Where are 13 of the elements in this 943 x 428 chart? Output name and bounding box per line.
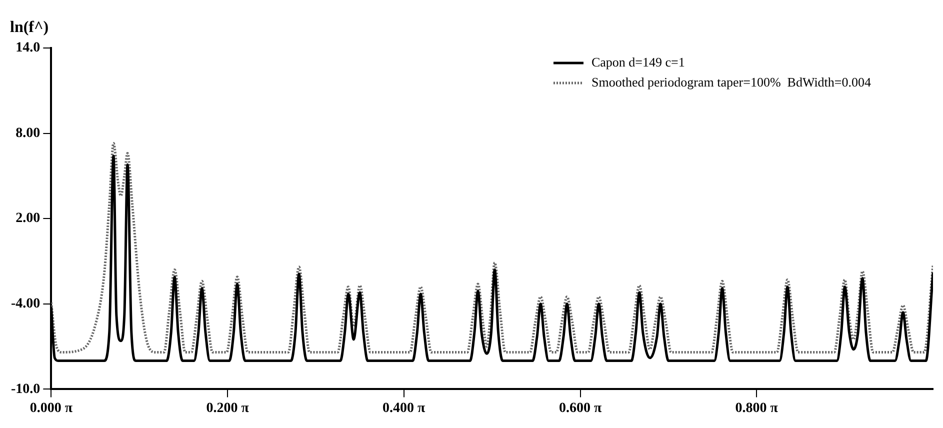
legend-label: Capon d=149 c=1 <box>591 54 685 70</box>
x-tick-label: 0.200 π <box>206 401 250 416</box>
x-tick-label: 0.600 π <box>558 401 602 416</box>
y-axis-title: ln(f^) <box>10 19 49 36</box>
x-tick-label: 0.400 π <box>382 401 426 416</box>
y-tick-label: 2.00 <box>16 211 40 226</box>
y-tick-label: 8.00 <box>16 126 40 141</box>
y-tick-label: 14.0 <box>16 40 40 56</box>
y-tick-label: -4.00 <box>10 296 40 312</box>
y-tick-label: -10.0 <box>10 382 40 397</box>
x-tick-label: 0.800 π <box>735 401 778 416</box>
legend-label: Smoothed periodogram taper=100% BdWidth=0.004 <box>591 74 872 90</box>
x-tick-label: 0.000 π <box>30 401 73 416</box>
